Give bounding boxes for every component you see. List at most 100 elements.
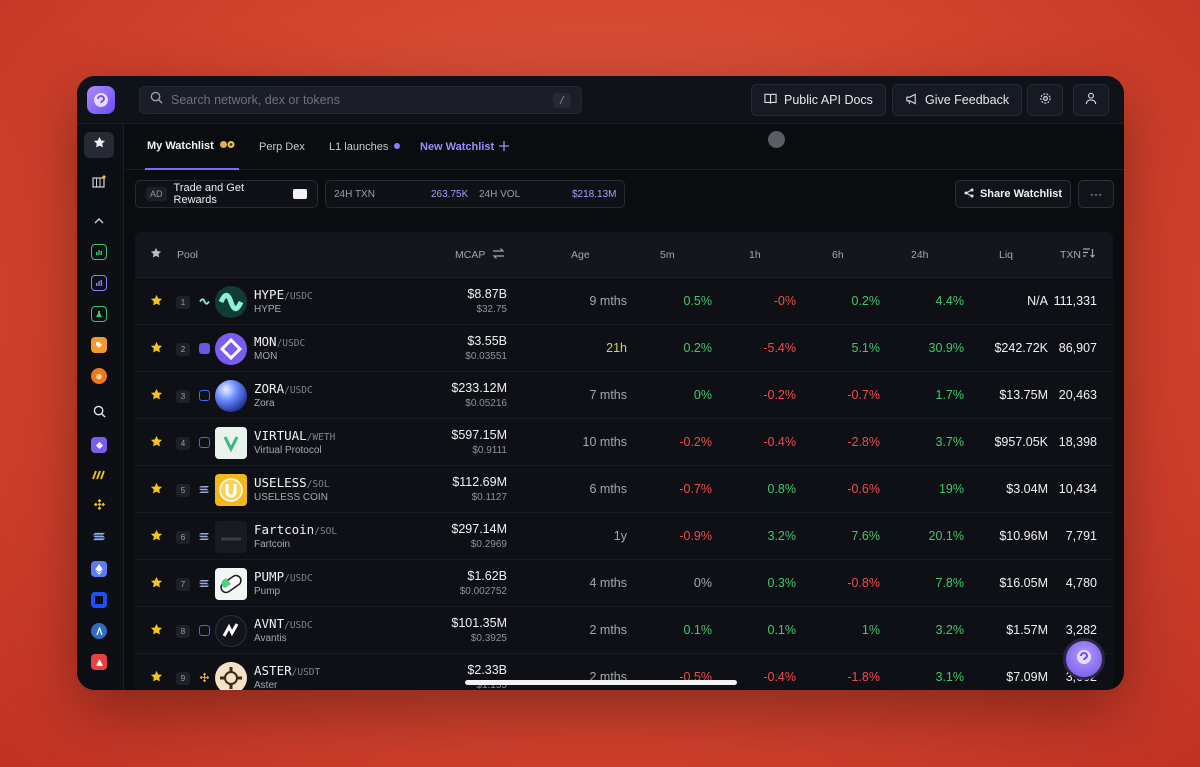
tab-label: L1 launches [329, 141, 389, 153]
table-row[interactable]: 5 USELESS/SOL USELESS COIN $112.69M $0.11… [135, 466, 1113, 513]
change-5m: -0.9% [679, 529, 712, 543]
table-row[interactable]: 4 VIRTUAL/WETH Virtual Protocol $597.15M… [135, 419, 1113, 466]
token-name: Zora [254, 398, 275, 409]
price-value: $0.2969 [470, 539, 507, 550]
star-icon[interactable] [150, 294, 163, 310]
tab-new-watchlist[interactable]: New Watchlist [420, 124, 510, 170]
sidebar-pools[interactable] [84, 270, 114, 296]
horizontal-scrollbar[interactable] [465, 680, 737, 685]
stripes-logo-icon [92, 467, 106, 485]
liquidity-cell: $3.04M [1006, 482, 1048, 496]
more-options-button[interactable]: ··· [1078, 180, 1114, 208]
sidebar-multichart[interactable] [84, 171, 114, 197]
sidebar-watchlist[interactable] [84, 132, 114, 158]
star-icon[interactable] [150, 482, 163, 498]
tab-my-watchlist[interactable]: My Watchlist [145, 124, 239, 170]
symbol-text: ZORA [254, 381, 285, 396]
txn-cell: 20,463 [1058, 388, 1097, 402]
table-row[interactable]: 3 ZORA/USDC Zora $233.12M $0.05216 7 mths… [135, 372, 1113, 419]
col-mcap[interactable]: MCAP [455, 249, 486, 261]
age-cell: 10 mths [582, 435, 627, 449]
plus-icon [499, 140, 510, 154]
sidebar-network-solana[interactable] [84, 525, 114, 551]
assistant-button[interactable] [1063, 638, 1105, 680]
sidebar-network-avalanche[interactable] [84, 649, 114, 675]
ad-tag: AD [146, 187, 167, 201]
star-icon[interactable] [150, 623, 163, 639]
symbol-text: AVNT [254, 616, 285, 631]
star-icon[interactable] [150, 435, 163, 451]
tag-icon [91, 337, 107, 353]
txn-cell: 111,331 [1053, 294, 1097, 308]
liquidity-cell: $16.05M [999, 576, 1048, 590]
tab-label: New Watchlist [420, 141, 495, 153]
tab-l1-launches[interactable]: L1 launches [329, 124, 401, 170]
mcap-value: $101.35M [451, 616, 507, 630]
table-row[interactable]: 2 MON/USDC MON $3.55B $0.03551 21h 0.2% -… [135, 325, 1113, 372]
token-name: HYPE [254, 304, 282, 315]
col-1h[interactable]: 1h [749, 249, 761, 261]
sidebar-network-ethereum[interactable] [84, 556, 114, 582]
age-cell: 4 mths [589, 576, 627, 590]
star-icon[interactable] [150, 670, 163, 686]
share-watchlist-label: Share Watchlist [979, 188, 1063, 200]
star-icon[interactable] [150, 529, 163, 545]
swap-icon[interactable] [492, 248, 505, 262]
sidebar-pumpfun[interactable] [84, 363, 114, 389]
symbol-text: PUMP [254, 569, 285, 584]
col-age[interactable]: Age [571, 249, 590, 261]
base-logo-icon [91, 592, 107, 608]
search-shortcut: / [552, 92, 571, 108]
col-liq[interactable]: Liq [999, 249, 1014, 261]
settings-button[interactable] [1027, 84, 1063, 116]
give-feedback-button[interactable]: Give Feedback [892, 84, 1023, 116]
star-icon[interactable] [150, 388, 163, 404]
sidebar-trending[interactable] [84, 239, 114, 265]
bnb-chain-icon [199, 672, 210, 683]
sort-icon[interactable] [1083, 248, 1095, 261]
sidebar-network-base[interactable] [84, 587, 114, 613]
col-6h[interactable]: 6h [832, 249, 844, 261]
change-24h: 4.4% [935, 294, 965, 308]
sidebar-network-1[interactable] [84, 432, 114, 458]
app-logo-icon[interactable] [87, 86, 115, 114]
col-24h[interactable]: 24h [911, 249, 929, 261]
sidebar-new-pools[interactable] [84, 301, 114, 327]
tab-label: Perp Dex [259, 141, 305, 153]
ad-banner[interactable]: AD Trade and Get Rewards [135, 180, 318, 208]
table-row[interactable]: 7 PUMP/USDC Pump $1.62B $0.002752 4 mths … [135, 560, 1113, 607]
change-6h: 1% [861, 623, 880, 637]
txn-value: 263.75K [431, 189, 469, 200]
ad-label: Trade and Get Rewards [173, 182, 245, 206]
table-row[interactable]: 1 HYPE/USDC HYPE $8.87B $32.75 9 mths 0.5… [135, 278, 1113, 325]
search-bar[interactable]: / [139, 86, 582, 114]
table-row[interactable]: 8 AVNT/USDC Avantis $101.35M $0.3925 2 mt… [135, 607, 1113, 654]
col-txn[interactable]: TXN [1060, 249, 1081, 261]
table-row[interactable]: 6 Fartcoin/SOL Fartcoin $297.14M $0.2969 … [135, 513, 1113, 560]
sidebar-tags[interactable] [84, 332, 114, 358]
change-5m: 0% [693, 576, 712, 590]
tab-perp-dex[interactable]: Perp Dex [259, 124, 305, 170]
sidebar-network-2[interactable] [84, 463, 114, 489]
token-name: Avantis [254, 633, 287, 644]
search-input[interactable] [171, 93, 545, 107]
megaphone-icon [905, 92, 918, 108]
public-api-docs-button[interactable]: Public API Docs [751, 84, 886, 116]
txn-cell: 7,791 [1065, 529, 1097, 543]
sidebar-collapse[interactable] [84, 207, 114, 233]
sidebar-network-arbitrum[interactable] [84, 618, 114, 644]
star-icon[interactable] [150, 576, 163, 592]
avalanche-logo-icon [91, 654, 107, 670]
txn-cell: 18,398 [1058, 435, 1097, 449]
col-5m[interactable]: 5m [660, 249, 675, 261]
chevron-up-icon [94, 211, 104, 229]
share-watchlist-button[interactable]: Share Watchlist [955, 180, 1071, 208]
sidebar-network-bnb[interactable] [84, 494, 114, 520]
table-row[interactable]: 9 ASTER/USDT Aster $2.33B $1.155 2 mths -… [135, 654, 1113, 690]
sidebar-search[interactable] [84, 401, 114, 427]
token-symbol: USELESS/SOL [254, 475, 330, 490]
mcap-value: $3.55B [467, 334, 507, 348]
account-button[interactable] [1073, 84, 1109, 116]
star-icon[interactable] [150, 341, 163, 357]
token-symbol: ASTER/USDT [254, 663, 320, 678]
